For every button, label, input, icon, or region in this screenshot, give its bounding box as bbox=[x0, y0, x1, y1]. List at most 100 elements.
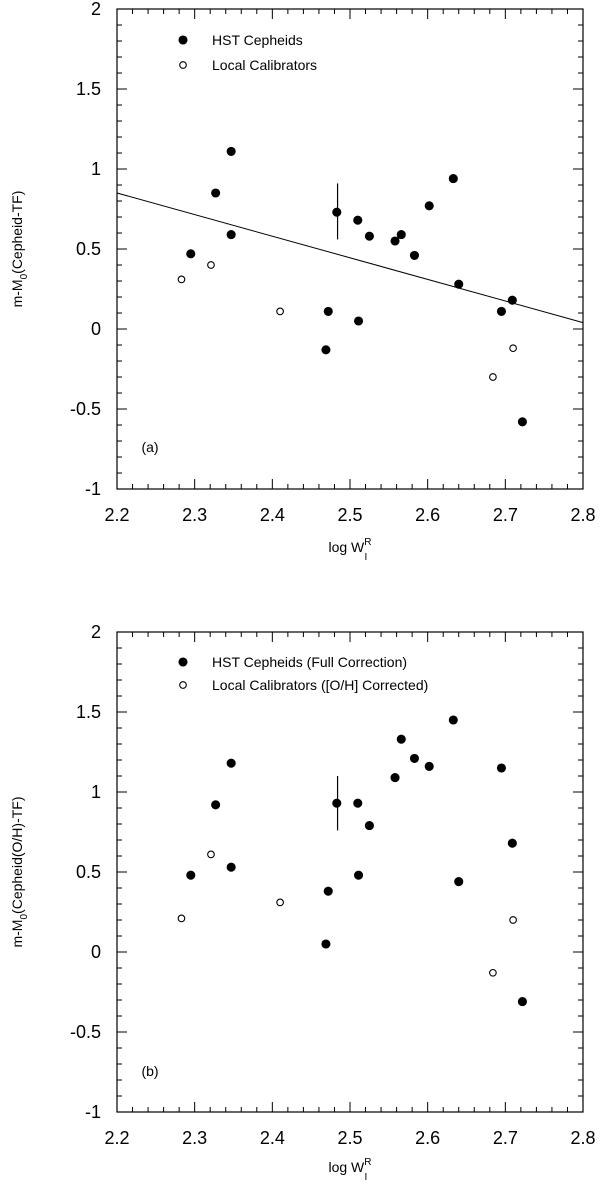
data-point-filled bbox=[226, 146, 236, 156]
y-tick-label: 1.5 bbox=[76, 79, 101, 99]
x-tick-label: 2.7 bbox=[493, 505, 518, 525]
data-point-filled bbox=[321, 939, 331, 949]
x-tick-label: 2.2 bbox=[104, 505, 129, 525]
data-point-filled bbox=[353, 316, 364, 326]
data-point-filled bbox=[353, 215, 363, 225]
data-point-filled bbox=[448, 715, 458, 725]
data-point-filled bbox=[353, 798, 363, 808]
y-tick-label: 2 bbox=[91, 622, 101, 642]
y-axis-label-base: m-M bbox=[9, 920, 25, 948]
x-tick-label: 2.8 bbox=[570, 505, 595, 525]
data-point-filled bbox=[390, 236, 400, 246]
data-point-filled bbox=[496, 306, 507, 316]
x-tick-label: 2.6 bbox=[415, 505, 440, 525]
y-tick-label: 2 bbox=[91, 0, 101, 19]
data-point-open bbox=[207, 850, 215, 859]
data-point-filled bbox=[321, 345, 331, 355]
y-tick-label: -1 bbox=[85, 1102, 101, 1122]
data-point-filled bbox=[211, 800, 221, 810]
y-tick-label: 0 bbox=[91, 319, 101, 339]
y-tick-label: 0 bbox=[91, 942, 101, 962]
x-axis-label-base: log W bbox=[328, 1159, 365, 1175]
data-point-filled bbox=[409, 250, 420, 260]
y-tick-label: 1.5 bbox=[76, 702, 101, 722]
y-tick-label: 1 bbox=[91, 782, 101, 802]
data-point-filled bbox=[424, 201, 434, 211]
y-tick-label: 0.5 bbox=[76, 239, 101, 259]
data-point-filled bbox=[186, 249, 196, 259]
x-tick-label: 2.4 bbox=[260, 505, 285, 525]
y-axis-label-post: (Cepheid-TF) bbox=[9, 191, 25, 274]
data-point-filled bbox=[390, 773, 400, 783]
data-point-open bbox=[177, 914, 186, 923]
data-point-open bbox=[509, 916, 517, 924]
panel-b: 2.2 2.3 2.4 2.5 2.6 2.7 2.8 -1 -0.5 0 0.5 1 1.5 2 log … bbox=[9, 622, 596, 1183]
data-point-filled bbox=[226, 758, 236, 768]
legend-label: Local Calibrators bbox=[212, 57, 317, 73]
data-point-open bbox=[276, 307, 284, 316]
data-point-filled bbox=[226, 862, 236, 872]
x-axis-label-sup: R bbox=[364, 1157, 371, 1168]
x-tick-label: 2.3 bbox=[182, 1128, 207, 1148]
data-point-filled bbox=[448, 174, 458, 184]
data-point-filled bbox=[507, 838, 517, 848]
x-tick-label: 2.5 bbox=[337, 1128, 362, 1148]
y-tick-label: -0.5 bbox=[70, 1022, 101, 1042]
y-axis-label: m-M0(Cepheid(O/H)-TF) bbox=[9, 796, 30, 947]
data-point-open bbox=[207, 261, 215, 269]
legend-marker bbox=[178, 35, 188, 45]
panel-label: (b) bbox=[141, 1063, 158, 1079]
legend-marker bbox=[178, 657, 188, 667]
data-point-filled bbox=[396, 734, 406, 744]
data-point-filled bbox=[409, 753, 420, 763]
y-axis-label-post: (Cepheid(O/H)-TF) bbox=[9, 796, 25, 913]
legend-label: HST Cepheids (Full Correction) bbox=[212, 654, 407, 670]
x-axis-label-sup: R bbox=[364, 537, 371, 548]
data-point-filled bbox=[226, 230, 236, 240]
data-point-open bbox=[177, 275, 186, 284]
data-point-filled bbox=[396, 230, 406, 240]
data-point-filled bbox=[332, 798, 342, 808]
data-point-filled bbox=[454, 279, 464, 289]
data-point-open bbox=[509, 344, 517, 353]
y-tick-label: -0.5 bbox=[70, 399, 101, 419]
y-tick-label: -1 bbox=[85, 479, 101, 499]
fit-line bbox=[116, 192, 584, 324]
data-point-filled bbox=[364, 231, 374, 241]
x-tick-label: 2.2 bbox=[104, 1128, 129, 1148]
x-tick-label: 2.5 bbox=[337, 505, 362, 525]
plot-frame bbox=[116, 8, 584, 490]
x-axis-label: log WR I bbox=[328, 1157, 371, 1183]
data-point-filled bbox=[323, 306, 333, 316]
x-axis-label: log WR I bbox=[328, 537, 371, 563]
data-point-filled bbox=[517, 997, 527, 1007]
y-tick-label: 0.5 bbox=[76, 862, 101, 882]
legend-marker bbox=[179, 61, 187, 69]
legend-marker bbox=[179, 681, 187, 689]
data-point-open bbox=[489, 968, 497, 977]
data-point-filled bbox=[507, 295, 517, 305]
y-axis-label-sub: 0 bbox=[19, 914, 30, 920]
data-point-filled bbox=[496, 763, 507, 773]
y-axis-label: m-M0(Cepheid-TF) bbox=[9, 191, 30, 308]
data-point-filled bbox=[323, 886, 333, 896]
y-axis-label-sub: 0 bbox=[19, 273, 30, 279]
x-tick-label: 2.7 bbox=[493, 1128, 518, 1148]
x-tick-label: 2.8 bbox=[570, 1128, 595, 1148]
x-tick-label: 2.4 bbox=[260, 1128, 285, 1148]
data-point-filled bbox=[186, 870, 196, 880]
data-point-filled bbox=[211, 188, 221, 198]
x-axis-label-base: log W bbox=[328, 539, 365, 555]
x-tick-label: 2.3 bbox=[182, 505, 207, 525]
legend-label: Local Calibrators ([O/H] Corrected) bbox=[212, 677, 428, 693]
y-axis-label-base: m-M bbox=[9, 279, 25, 307]
data-point-open bbox=[489, 373, 497, 381]
data-point-filled bbox=[353, 870, 364, 880]
x-tick-label: 2.6 bbox=[415, 1128, 440, 1148]
x-axis-label-sub: I bbox=[365, 1172, 368, 1183]
data-point-filled bbox=[454, 877, 464, 887]
data-point-filled bbox=[424, 761, 434, 771]
panel-a: 2.2 2.3 2.4 2.5 2.6 2.7 2.8 -1 -0.5 0 0.5 1 1.5 2 log … bbox=[9, 0, 596, 563]
data-point-filled bbox=[364, 821, 374, 831]
